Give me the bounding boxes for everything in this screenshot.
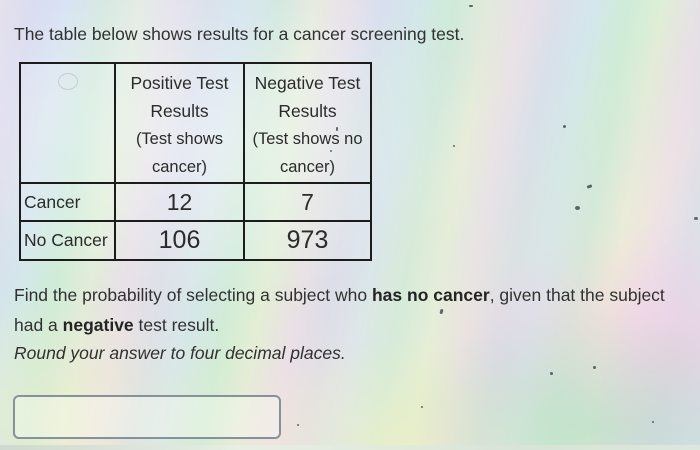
answer-input[interactable] — [13, 395, 281, 439]
row-label-no-cancer: No Cancer — [21, 222, 116, 259]
photo-speck — [575, 206, 580, 210]
row-label-cancer: Cancer — [21, 184, 116, 222]
photo-speck — [593, 366, 596, 369]
photo-speck — [652, 421, 654, 423]
photo-speck — [330, 150, 332, 152]
rounding-note: Round your answer to four decimal places… — [14, 343, 346, 363]
question-text: Find the probability of selecting a subj… — [14, 280, 666, 340]
photo-speck — [563, 125, 566, 128]
photo-speck — [550, 372, 553, 375]
question-bold-negative: negative — [62, 315, 134, 335]
table-corner-cell — [21, 64, 116, 184]
photo-smudge — [57, 73, 78, 90]
photo-speck — [336, 127, 338, 131]
question-part2: , given that the subject had a — [14, 285, 665, 335]
positive-test-header-subtitle: (Test shows cancer) — [135, 130, 224, 176]
photo-speck — [694, 217, 698, 220]
positive-test-header-title: Positive Test Results — [130, 73, 229, 121]
negative-test-header: Negative Test Results (Test shows no can… — [245, 64, 370, 184]
photo-bottom-edge — [0, 445, 700, 450]
negative-test-header-title: Negative Test Results — [254, 73, 361, 121]
photo-speck — [453, 145, 455, 147]
question-bold-has-no-cancer: has no cancer — [371, 285, 490, 305]
photo-speck — [421, 406, 423, 408]
results-table: Positive Test Results (Test shows cancer… — [19, 62, 372, 261]
cancer-positive-value: 12 — [116, 184, 245, 222]
no-cancer-positive-value: 106 — [116, 222, 245, 259]
question-part1: Find the probability of selecting a subj… — [14, 285, 372, 305]
photo-speck — [469, 5, 473, 7]
positive-test-header: Positive Test Results (Test shows cancer… — [116, 64, 245, 184]
photo-speck — [297, 424, 299, 426]
question-part3: test result. — [133, 315, 220, 335]
negative-test-header-subtitle: (Test shows no cancer) — [252, 130, 363, 176]
cancer-negative-value: 7 — [245, 184, 370, 222]
problem-title: The table below shows results for a canc… — [14, 24, 465, 44]
no-cancer-negative-value: 973 — [286, 226, 329, 254]
